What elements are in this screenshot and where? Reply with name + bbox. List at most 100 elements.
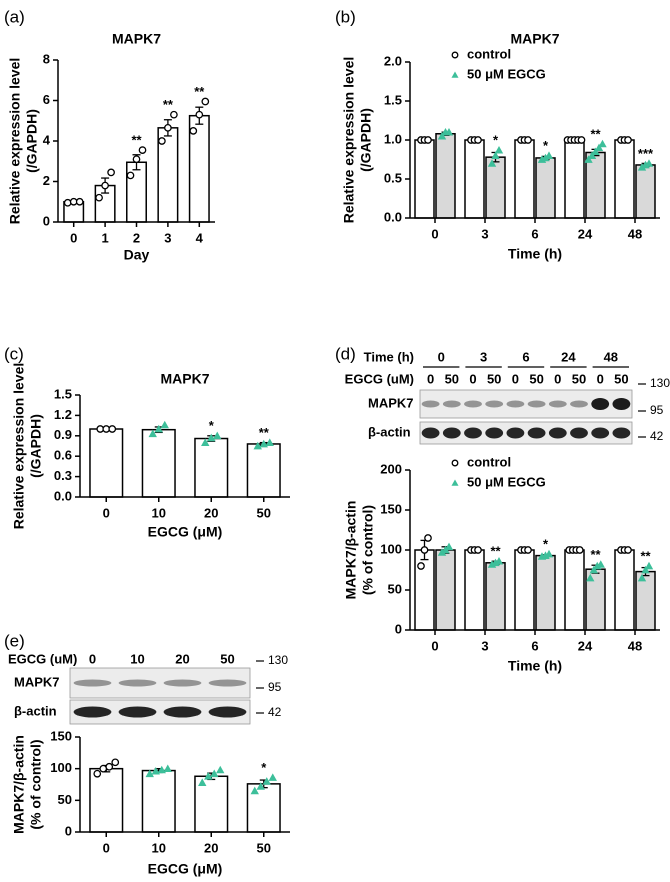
mw-marker: 42: [268, 705, 282, 719]
data-point: [93, 769, 102, 778]
blot-treatment: EGCG (uM): [8, 651, 77, 666]
data-point: [132, 155, 141, 164]
panel-label: (e): [4, 631, 25, 650]
data-point: [107, 168, 115, 177]
row-label: MAPK7: [368, 395, 414, 410]
x-tick-label: 50: [257, 505, 271, 520]
y-tick-label: 2: [43, 173, 50, 188]
y-tick-label: 6: [43, 92, 50, 107]
legend-marker: [451, 479, 459, 486]
x-tick-label: 20: [204, 840, 218, 855]
bar: [564, 549, 585, 631]
y-tick-label: 0: [65, 823, 72, 838]
data-point: [163, 764, 172, 773]
lane-label: 50: [487, 371, 501, 386]
data-point: [424, 534, 432, 542]
blot-band: [591, 427, 610, 439]
data-point: [637, 573, 647, 582]
lane-label: 0: [469, 371, 476, 386]
data-point: [524, 546, 532, 554]
data-point: [474, 546, 482, 554]
data-point: [164, 123, 172, 132]
x-tick-label: 3: [481, 638, 488, 653]
blot-band: [73, 706, 112, 718]
x-tick-label: 0: [431, 226, 438, 241]
mw-marker: 130: [650, 376, 670, 390]
significance: *: [261, 760, 267, 775]
blot-band: [442, 400, 461, 408]
bar: [614, 139, 635, 219]
data-point: [637, 163, 647, 171]
x-tick-label: 10: [152, 840, 166, 855]
blot-band: [506, 400, 525, 408]
data-point: [145, 769, 154, 778]
bar: [126, 161, 147, 223]
blot-band: [208, 679, 247, 687]
blot-treatment: EGCG (uM): [345, 371, 414, 386]
data-point: [577, 136, 586, 144]
blot-band: [506, 427, 525, 439]
significance: **: [590, 547, 601, 562]
x-axis-label: Time (h): [508, 658, 562, 674]
data-point: [195, 110, 204, 119]
y-tick-label: 2.0: [384, 53, 402, 68]
data-point: [138, 146, 147, 154]
data-point: [575, 546, 584, 554]
y-tick-label: 150: [50, 728, 72, 743]
y-axis-label: (% of control): [28, 739, 44, 829]
y-axis-label: MAPK7/β-actin: [11, 735, 27, 834]
x-tick-label: 20: [204, 505, 218, 520]
blot-band: [464, 427, 482, 439]
lane-label: 0: [512, 371, 519, 386]
data-point: [589, 565, 598, 574]
x-axis-label: EGCG (μM): [148, 524, 223, 540]
data-point: [160, 420, 169, 429]
blot-group: 0: [438, 349, 445, 364]
bar: [246, 443, 281, 498]
blot-band: [442, 427, 461, 439]
bar: [485, 562, 506, 631]
significance: **: [163, 97, 174, 112]
blot-band: [591, 398, 610, 410]
x-tick-label: 4: [196, 230, 204, 245]
significance: **: [590, 126, 601, 141]
x-axis-label: Day: [124, 247, 150, 263]
blot-band: [570, 400, 588, 408]
data-point: [148, 429, 157, 438]
y-axis-label: (/GAPDH): [24, 109, 40, 173]
bar: [414, 549, 435, 631]
x-axis-label: Time (h): [508, 246, 562, 262]
data-point: [253, 441, 262, 450]
data-point: [213, 431, 222, 440]
lane-label: 50: [614, 371, 628, 386]
lane-label: 50: [529, 371, 543, 386]
row-label: β-actin: [14, 703, 57, 718]
bar: [141, 769, 176, 833]
data-point: [524, 136, 532, 144]
data-point: [494, 557, 504, 565]
data-point: [644, 561, 654, 570]
blot-group: 24: [561, 349, 576, 364]
y-tick-label: 8: [43, 51, 50, 66]
data-point: [641, 565, 650, 574]
data-point: [250, 786, 259, 795]
y-axis-label: Relative expression level: [341, 57, 357, 224]
blot-band: [163, 706, 202, 718]
significance: **: [131, 133, 142, 148]
data-point: [101, 181, 109, 190]
data-point: [596, 560, 605, 568]
blot-band: [612, 427, 631, 439]
x-tick-label: 50: [257, 840, 271, 855]
y-tick-label: 150: [380, 501, 402, 516]
x-tick-label: 3: [481, 226, 488, 241]
blot-band: [612, 398, 631, 410]
lane-label: 0: [597, 371, 604, 386]
data-point: [157, 765, 166, 774]
data-point: [544, 151, 554, 159]
y-tick-label: 0.0: [384, 209, 402, 224]
data-point: [207, 433, 216, 442]
y-axis-label: Relative expression level: [7, 58, 23, 225]
lane-label: 20: [175, 651, 189, 666]
x-tick-label: 0: [103, 840, 110, 855]
